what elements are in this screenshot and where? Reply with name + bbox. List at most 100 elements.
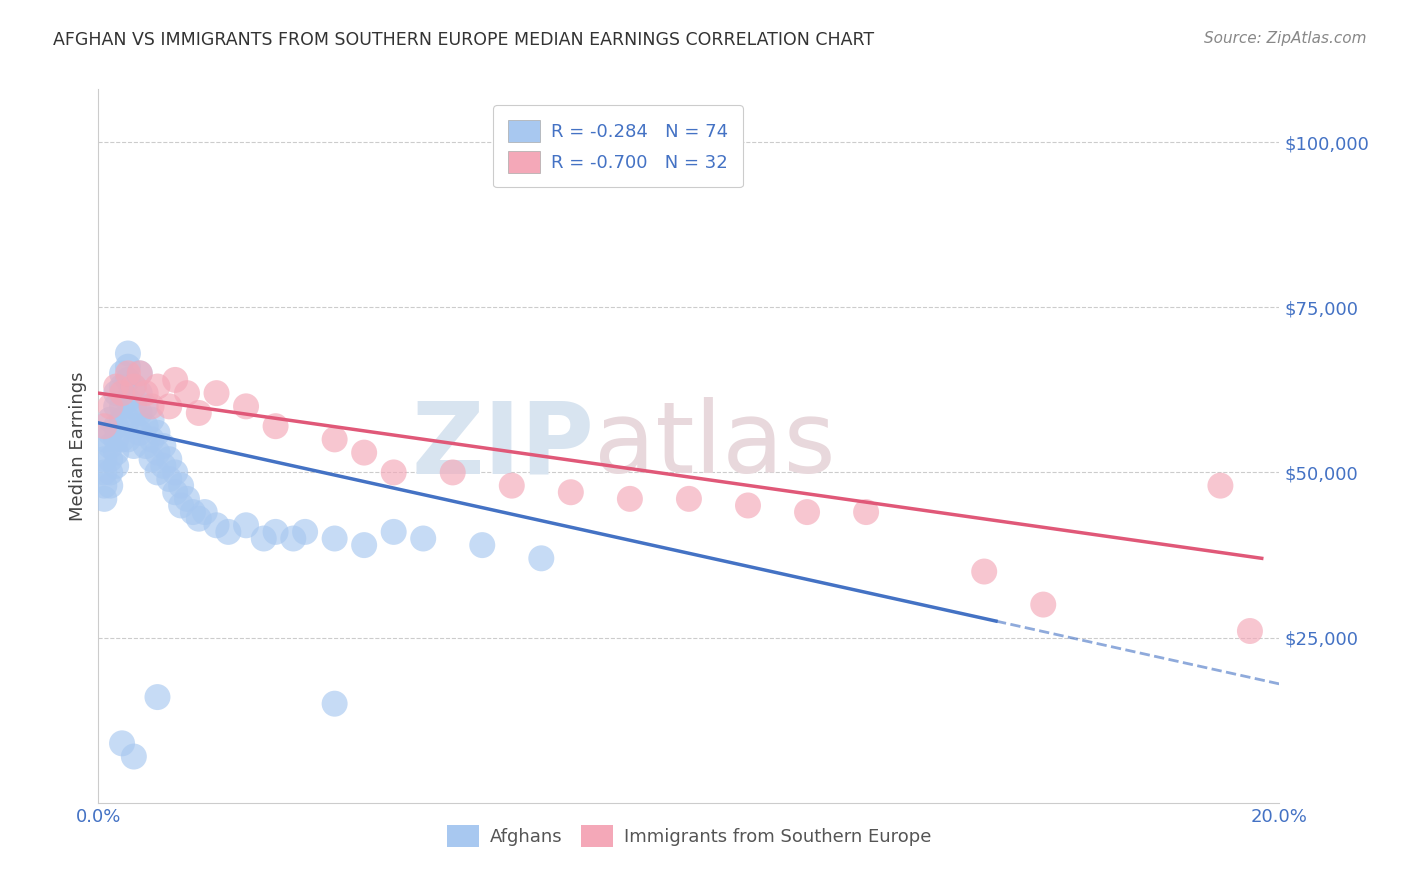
Point <box>165 373 187 387</box>
Point <box>973 565 995 579</box>
Point <box>128 386 150 401</box>
Point <box>165 485 187 500</box>
Point <box>111 400 134 414</box>
Point <box>205 518 228 533</box>
Point <box>165 466 187 480</box>
Point <box>141 412 163 426</box>
Point <box>157 472 180 486</box>
Point <box>412 532 434 546</box>
Point <box>157 400 180 414</box>
Point <box>93 478 115 492</box>
Point <box>235 400 257 414</box>
Point <box>122 419 145 434</box>
Point <box>170 478 193 492</box>
Point <box>98 452 121 467</box>
Point <box>323 433 346 447</box>
Point <box>501 478 523 492</box>
Point <box>283 532 305 546</box>
Point <box>128 406 150 420</box>
Point <box>176 386 198 401</box>
Point <box>93 419 115 434</box>
Point <box>93 433 115 447</box>
Y-axis label: Median Earnings: Median Earnings <box>69 371 87 521</box>
Point <box>122 379 145 393</box>
Point <box>117 367 139 381</box>
Point <box>1209 478 1232 492</box>
Point <box>98 412 121 426</box>
Point <box>205 386 228 401</box>
Point <box>117 412 139 426</box>
Point <box>176 491 198 506</box>
Point <box>98 425 121 440</box>
Point <box>128 367 150 381</box>
Point <box>98 439 121 453</box>
Point <box>382 466 405 480</box>
Point <box>105 379 128 393</box>
Point <box>157 452 180 467</box>
Point <box>441 466 464 480</box>
Point <box>98 466 121 480</box>
Point <box>122 379 145 393</box>
Point <box>98 478 121 492</box>
Point <box>353 538 375 552</box>
Point <box>560 485 582 500</box>
Point <box>737 499 759 513</box>
Point <box>152 439 174 453</box>
Text: ZIP: ZIP <box>412 398 595 494</box>
Point <box>141 452 163 467</box>
Point <box>122 749 145 764</box>
Point <box>530 551 553 566</box>
Point <box>117 392 139 407</box>
Point <box>111 367 134 381</box>
Point <box>117 359 139 374</box>
Point <box>135 386 157 401</box>
Point <box>294 524 316 539</box>
Point <box>253 532 276 546</box>
Point <box>111 736 134 750</box>
Point <box>855 505 877 519</box>
Point <box>98 400 121 414</box>
Point <box>146 445 169 459</box>
Point <box>170 499 193 513</box>
Point <box>105 445 128 459</box>
Point <box>93 452 115 467</box>
Point <box>146 690 169 704</box>
Point <box>1239 624 1261 638</box>
Point <box>135 419 157 434</box>
Point <box>264 524 287 539</box>
Point <box>678 491 700 506</box>
Point <box>471 538 494 552</box>
Point <box>141 400 163 414</box>
Point <box>105 458 128 473</box>
Point <box>117 433 139 447</box>
Point <box>353 445 375 459</box>
Point <box>619 491 641 506</box>
Point <box>235 518 257 533</box>
Point <box>93 491 115 506</box>
Text: AFGHAN VS IMMIGRANTS FROM SOUTHERN EUROPE MEDIAN EARNINGS CORRELATION CHART: AFGHAN VS IMMIGRANTS FROM SOUTHERN EUROP… <box>53 31 875 49</box>
Point <box>105 400 128 414</box>
Point <box>187 511 209 525</box>
Point <box>122 439 145 453</box>
Point <box>128 425 150 440</box>
Point <box>117 346 139 360</box>
Point <box>128 367 150 381</box>
Point <box>194 505 217 519</box>
Point <box>122 400 145 414</box>
Point <box>1032 598 1054 612</box>
Point <box>146 379 169 393</box>
Point <box>187 406 209 420</box>
Point <box>105 433 128 447</box>
Point <box>135 400 157 414</box>
Point <box>264 419 287 434</box>
Point <box>382 524 405 539</box>
Point <box>105 386 128 401</box>
Point <box>152 458 174 473</box>
Point <box>135 439 157 453</box>
Text: Source: ZipAtlas.com: Source: ZipAtlas.com <box>1204 31 1367 46</box>
Point <box>111 433 134 447</box>
Point <box>181 505 204 519</box>
Point <box>796 505 818 519</box>
Point <box>93 466 115 480</box>
Point <box>217 524 239 539</box>
